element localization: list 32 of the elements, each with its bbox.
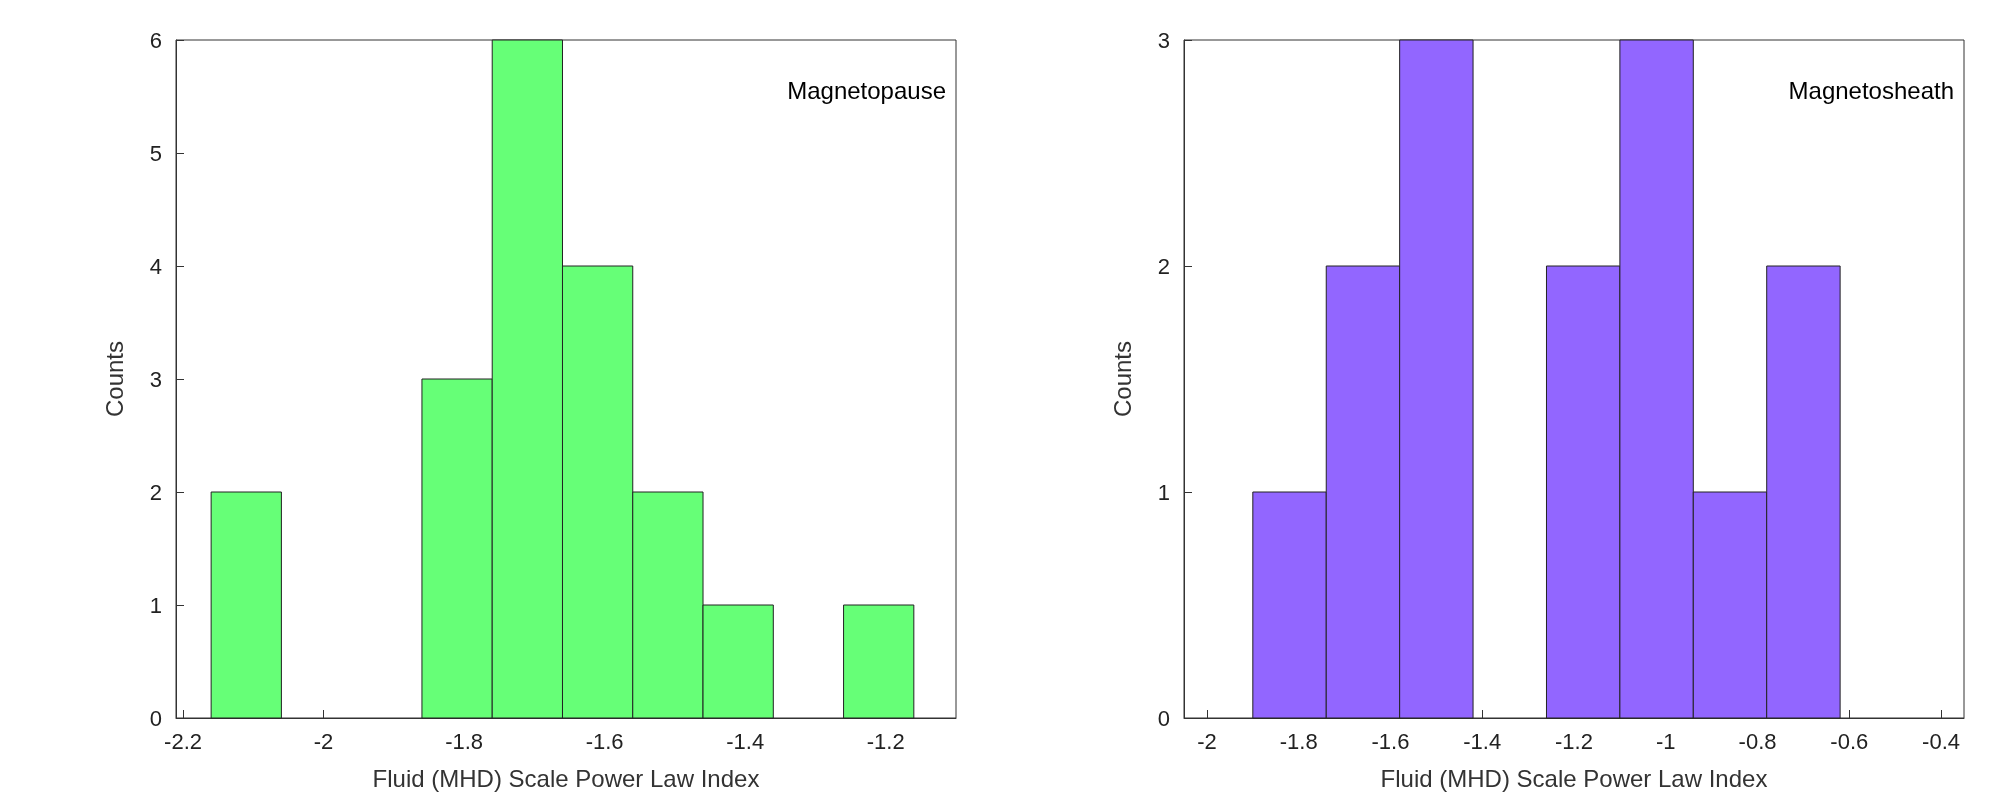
y-tick-label: 1 <box>149 592 162 618</box>
x-tick-label: -1.2 <box>1555 728 1593 754</box>
y-tick-label: 3 <box>1157 27 1170 53</box>
y-tick-label: 4 <box>149 253 162 279</box>
x-tick-label: -1.2 <box>866 728 905 754</box>
x-tick-label: -1 <box>1655 728 1676 754</box>
y-axis-title: Counts <box>1108 340 1136 418</box>
x-tick-label: -1.8 <box>445 728 484 754</box>
y-tick-label: 2 <box>149 479 162 505</box>
x-tick-label: -0.4 <box>1922 728 1961 754</box>
x-axis-title: Fluid (MHD) Scale Power Law Index <box>372 764 760 792</box>
y-axis-title: Counts <box>100 340 128 418</box>
x-tick-label: -0.6 <box>1830 728 1869 754</box>
x-tick-label: -1.4 <box>726 728 765 754</box>
x-tick-label: -2.2 <box>164 728 202 754</box>
x-tick-label: -1.4 <box>1463 728 1502 754</box>
x-axis-title: Fluid (MHD) Scale Power Law Index <box>1380 764 1768 792</box>
x-tick-label: -0.8 <box>1738 728 1777 754</box>
y-tick-label: 5 <box>149 140 162 166</box>
x-tick-label: -1.8 <box>1279 728 1318 754</box>
y-tick-label: 0 <box>1157 705 1170 731</box>
y-tick-label: 0 <box>149 705 162 731</box>
x-tick-label: -2 <box>313 728 334 754</box>
y-tick-label: 6 <box>149 27 162 53</box>
annotation: Magnetopause <box>787 76 947 104</box>
x-tick-label: -1.6 <box>585 728 624 754</box>
y-tick-label: 2 <box>1157 253 1170 279</box>
y-tick-label: 3 <box>149 366 162 392</box>
x-tick-label: -2 <box>1197 728 1217 754</box>
x-tick-label: -1.6 <box>1371 728 1410 754</box>
y-tick-label: 1 <box>1157 479 1170 505</box>
annotation: Magnetosheath <box>1788 76 1955 104</box>
